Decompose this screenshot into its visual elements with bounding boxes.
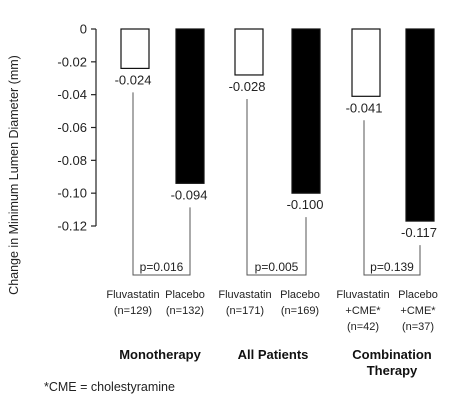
bar-value-label: -0.100 [287,197,324,212]
bar-value-label: -0.028 [229,79,266,94]
y-tick-label: -0.08 [57,153,87,168]
bar-category-label: (n=42) [347,321,379,333]
y-tick-label: -0.10 [57,186,87,201]
bar-category-label: (n=37) [402,321,434,333]
y-axis-label: Change in Minimum Lumen Diameter (mm) [7,55,21,295]
y-tick-label: -0.04 [57,87,87,102]
bar-category-label: Placebo [165,289,205,301]
bar-fluvastatin [351,28,381,97]
group-label: Combination [352,347,431,362]
y-tick-label: -0.12 [57,219,87,234]
significance-bracket [246,98,307,276]
bar-placebo [291,28,321,194]
bar-category-label: +CME* [345,305,381,317]
bar-value-label: -0.041 [346,100,383,115]
y-tick-label: 0 [80,22,87,37]
bar-placebo [175,28,205,184]
bar-category-label: (n=169) [281,305,319,317]
bar-category-label: Fluvastatin [336,289,389,301]
significance-bracket [132,92,191,276]
bar-category-label: Fluvastatin [218,289,271,301]
bar-category-label: Placebo [398,289,438,301]
bar-value-label: -0.117 [401,225,437,240]
group-label: Monotherapy [119,347,201,362]
group-label: Therapy [367,363,418,378]
footnote: *CME = cholestyramine [44,380,175,394]
y-tick-label: -0.02 [57,54,87,69]
p-value-label: p=0.139 [370,260,414,274]
p-value-label: p=0.016 [140,260,184,274]
bar-category-label: (n=132) [166,305,204,317]
bar-value-label: -0.024 [115,72,152,87]
bar-value-label: -0.094 [171,187,208,202]
p-value-label: p=0.005 [255,260,299,274]
bar-category-label: Fluvastatin [106,289,159,301]
bar-category-label: (n=129) [114,305,152,317]
group-label: All Patients [238,347,309,362]
significance-bracket [363,120,421,276]
y-tick-label: -0.06 [57,120,87,135]
bar-category-label: Placebo [280,289,320,301]
bar-category-label: (n=171) [226,305,264,317]
bar-fluvastatin [234,28,264,76]
bar-category-label: +CME* [400,305,436,317]
bar-fluvastatin [120,28,150,70]
bar-placebo [405,28,435,222]
